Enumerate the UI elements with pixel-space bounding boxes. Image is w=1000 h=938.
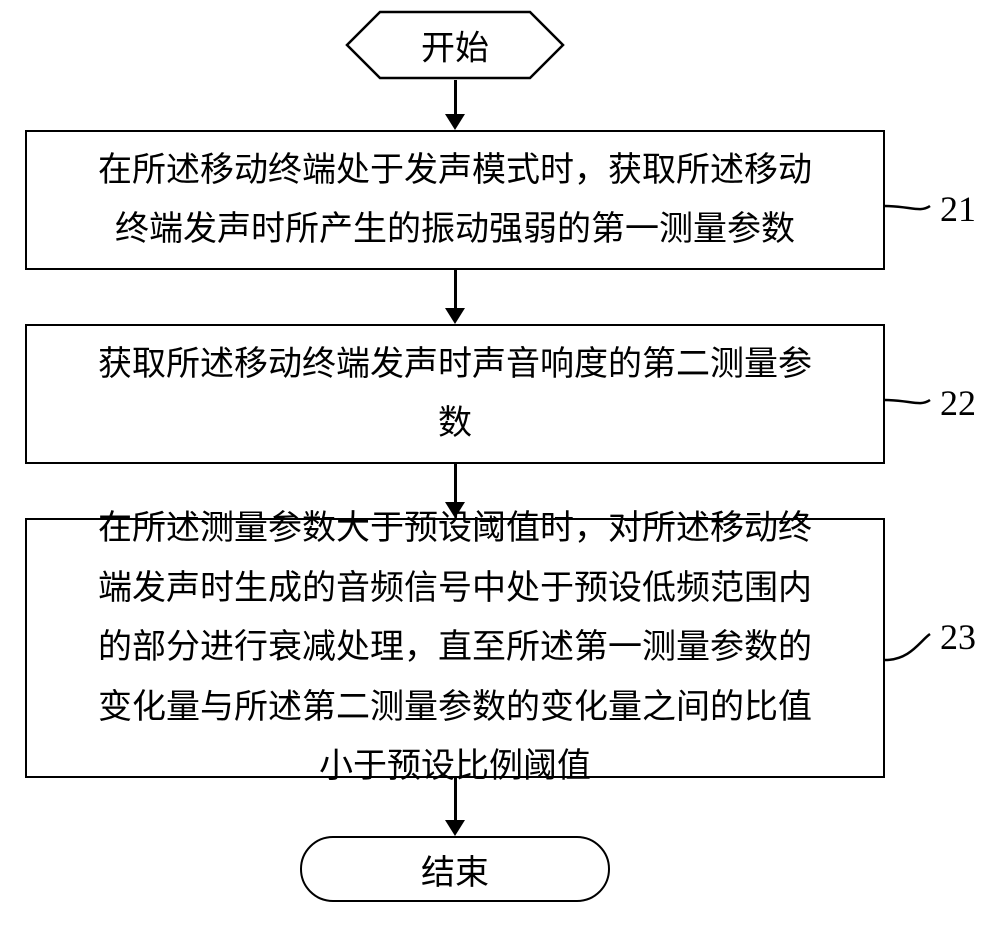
arrow-head-icon: [445, 114, 465, 130]
arrow-line: [454, 778, 457, 822]
end-terminator: 结束: [300, 836, 610, 902]
start-label: 开始: [421, 21, 489, 70]
callout-number-21: 21: [940, 188, 976, 230]
arrow-line: [454, 80, 457, 116]
arrow-head-icon: [445, 502, 465, 518]
callout-number-23: 23: [940, 616, 976, 658]
step23-text: 在所述测量参数大于预设阈值时，对所述移动终 端发声时生成的音频信号中处于预设低频…: [98, 499, 812, 797]
process-step-22: 获取所述移动终端发声时声音响度的第二测量参 数: [25, 324, 885, 464]
step21-text: 在所述移动终端处于发声模式时，获取所述移动 终端发声时所产生的振动强弱的第一测量…: [98, 141, 812, 260]
process-step-21: 在所述移动终端处于发声模式时，获取所述移动 终端发声时所产生的振动强弱的第一测量…: [25, 130, 885, 270]
arrow-line: [454, 270, 457, 310]
flowchart-container: 开始 在所述移动终端处于发声模式时，获取所述移动 终端发声时所产生的振动强弱的第…: [0, 0, 1000, 938]
arrow-head-icon: [445, 308, 465, 324]
end-label: 结束: [421, 845, 489, 894]
arrow-head-icon: [445, 820, 465, 836]
process-step-23: 在所述测量参数大于预设阈值时，对所述移动终 端发声时生成的音频信号中处于预设低频…: [25, 518, 885, 778]
step22-text: 获取所述移动终端发声时声音响度的第二测量参 数: [98, 335, 812, 454]
arrow-line: [454, 464, 457, 504]
callout-number-22: 22: [940, 382, 976, 424]
start-terminator: 开始: [345, 10, 565, 80]
